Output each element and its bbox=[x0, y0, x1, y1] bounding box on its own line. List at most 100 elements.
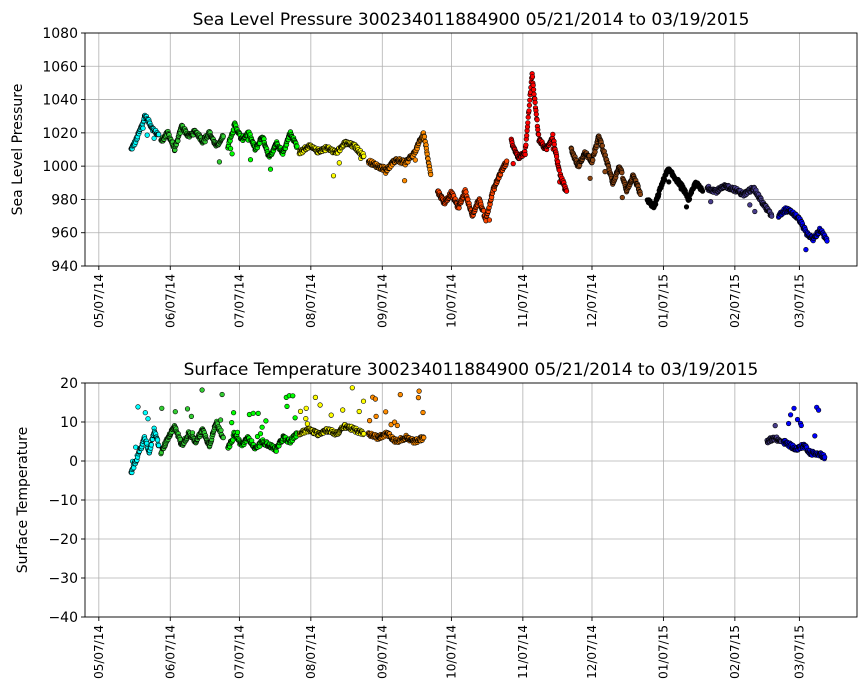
data-point bbox=[798, 422, 804, 429]
data-point bbox=[383, 409, 389, 415]
x-tick-label: 12/07/14 bbox=[585, 625, 599, 679]
data-point bbox=[486, 217, 493, 223]
data-point bbox=[292, 415, 298, 421]
data-point bbox=[133, 444, 139, 450]
data-point bbox=[156, 442, 162, 449]
data-point bbox=[257, 431, 264, 437]
x-axis: 05/07/14 06/07/14 07/07/14 08/07/14 09/07/14… bbox=[92, 617, 806, 679]
data-point bbox=[504, 158, 510, 164]
series-0 bbox=[128, 404, 162, 476]
series-4 bbox=[365, 130, 434, 184]
data-point bbox=[415, 395, 422, 401]
data-point bbox=[428, 171, 434, 178]
data-point bbox=[234, 429, 241, 436]
data-point bbox=[267, 166, 274, 172]
data-point bbox=[686, 196, 693, 202]
x-tick-label: 10/07/14 bbox=[444, 625, 458, 679]
data-point bbox=[525, 114, 531, 120]
series-2 bbox=[225, 120, 300, 172]
data-point bbox=[229, 420, 235, 426]
data-point bbox=[510, 161, 516, 167]
chart-title: Surface Temperature 300234011884900 05/2… bbox=[184, 360, 759, 380]
data-point bbox=[526, 108, 532, 114]
data-point bbox=[156, 131, 162, 138]
data-point bbox=[304, 421, 311, 427]
data-point bbox=[683, 204, 690, 210]
series-9 bbox=[704, 182, 775, 219]
y-tick-label: 1000 bbox=[42, 159, 78, 175]
surface-temperature-panel: −40 −30 −20 −10 0 10 20 05/07/14 06/07/14 07/07/1… bbox=[15, 360, 858, 679]
data-point bbox=[394, 422, 400, 429]
data-point bbox=[599, 143, 606, 149]
data-point bbox=[142, 410, 148, 416]
series-6 bbox=[780, 404, 828, 462]
data-point bbox=[421, 435, 427, 441]
data-point bbox=[397, 392, 403, 398]
plot-frame bbox=[84, 32, 858, 267]
data-point bbox=[290, 393, 296, 399]
series-7 bbox=[568, 133, 644, 201]
data-point bbox=[228, 146, 234, 152]
y-tick-label: 10 bbox=[60, 415, 78, 431]
y-tick-label: −20 bbox=[48, 532, 78, 548]
chart-title: Sea Level Pressure 300234011884900 05/21… bbox=[193, 10, 750, 30]
series-10 bbox=[775, 205, 830, 253]
y-tick-label: 980 bbox=[51, 192, 78, 208]
x-tick-label: 03/07/15 bbox=[792, 274, 806, 328]
data-point bbox=[416, 388, 422, 394]
data-point bbox=[220, 133, 226, 139]
data-point bbox=[188, 413, 194, 420]
data-point bbox=[229, 151, 235, 157]
x-tick-label: 01/07/15 bbox=[656, 274, 670, 328]
data-point bbox=[367, 418, 373, 424]
series-6 bbox=[508, 71, 570, 194]
y-tick-label: −40 bbox=[48, 610, 78, 626]
data-point bbox=[619, 170, 625, 176]
x-tick-label: 03/07/15 bbox=[792, 625, 806, 679]
series-8 bbox=[644, 166, 706, 211]
data-point bbox=[402, 178, 408, 184]
data-point bbox=[349, 385, 355, 391]
data-point bbox=[791, 405, 797, 411]
data-point bbox=[135, 404, 141, 410]
y-tick-label: 1080 bbox=[42, 26, 78, 42]
y-tick-label: 940 bbox=[51, 259, 78, 275]
data-point bbox=[360, 398, 367, 404]
y-tick-label: −10 bbox=[48, 493, 78, 509]
x-tick-label: 07/07/14 bbox=[232, 274, 246, 328]
data-point bbox=[297, 408, 304, 415]
data-point bbox=[388, 422, 394, 428]
data-point bbox=[218, 427, 224, 433]
x-tick-label: 02/07/15 bbox=[728, 625, 742, 679]
data-point bbox=[145, 416, 151, 422]
data-point bbox=[255, 410, 261, 417]
data-point bbox=[303, 405, 309, 411]
data-point bbox=[420, 409, 426, 416]
y-tick-label: 20 bbox=[60, 376, 78, 392]
data-point bbox=[590, 157, 596, 163]
grid bbox=[85, 32, 857, 267]
data-point bbox=[535, 131, 542, 138]
x-tick-label: 12/07/14 bbox=[585, 274, 599, 328]
series-3 bbox=[296, 138, 367, 179]
data-point bbox=[328, 412, 334, 418]
data-point bbox=[524, 133, 530, 139]
data-point bbox=[637, 191, 644, 197]
x-tick-label: 08/07/14 bbox=[304, 274, 318, 328]
y-tick-label: 960 bbox=[51, 226, 78, 242]
data-series bbox=[128, 385, 828, 476]
data-point bbox=[151, 135, 157, 141]
data-point bbox=[752, 208, 758, 215]
data-point bbox=[794, 416, 801, 423]
data-point bbox=[312, 394, 319, 401]
grid bbox=[85, 382, 857, 618]
data-point bbox=[144, 132, 150, 138]
data-point bbox=[661, 177, 668, 183]
x-tick-label: 11/07/14 bbox=[516, 625, 530, 679]
data-point bbox=[284, 403, 290, 410]
series-2 bbox=[225, 393, 300, 454]
data-point bbox=[155, 437, 161, 443]
data-point bbox=[529, 74, 536, 80]
x-tick-label: 06/07/14 bbox=[163, 274, 177, 328]
series-1 bbox=[158, 122, 226, 165]
